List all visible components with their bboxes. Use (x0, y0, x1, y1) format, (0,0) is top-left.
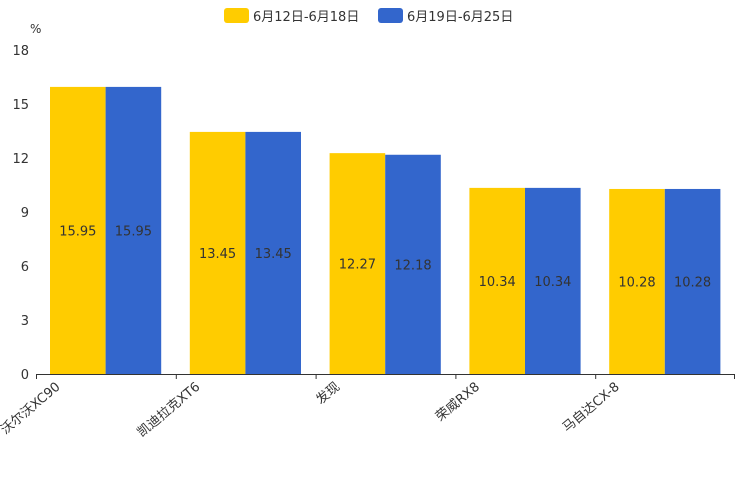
x-tick-label: 马自达CX-8 (560, 380, 623, 436)
bar (469, 187, 525, 374)
data-label: 15.95 (59, 224, 96, 239)
y-tick-label: 3 (21, 314, 29, 329)
legend-label: 6月19日-6月25日 (407, 10, 513, 25)
data-label: 12.27 (339, 258, 376, 273)
bar (245, 131, 301, 374)
data-label: 10.34 (534, 275, 571, 290)
y-tick-label: 18 (12, 44, 29, 59)
data-label: 10.28 (618, 275, 655, 290)
legend: 6月12日-6月18日 6月19日-6月25日 (224, 8, 513, 25)
legend-label: 6月12日-6月18日 (253, 10, 359, 25)
data-label: 13.45 (199, 247, 236, 262)
bar (664, 188, 721, 374)
bar (50, 86, 106, 375)
bar (385, 154, 441, 374)
data-label: 12.18 (394, 258, 431, 273)
data-label: 15.95 (115, 224, 152, 239)
bar (609, 188, 665, 374)
bar (189, 131, 246, 374)
data-label: 10.28 (674, 275, 711, 290)
x-tick-label: 沃尔沃XC90 (0, 380, 63, 438)
bar (525, 187, 581, 374)
legend-swatch (378, 8, 403, 23)
y-axis: 0 3 6 9 12 15 18 (12, 44, 29, 383)
y-tick-label: 6 (21, 260, 29, 275)
y-tick-label: 9 (21, 206, 29, 221)
data-label: 13.45 (255, 247, 292, 262)
bar (105, 86, 162, 375)
bar (329, 153, 386, 374)
x-axis: 沃尔沃XC90 凯迪拉克XT6 发现 荣威RX8 马自达CX-8 (0, 374, 735, 440)
x-tick-label: 发现 (313, 379, 343, 408)
y-tick-label: 0 (21, 368, 29, 383)
legend-swatch (224, 8, 249, 23)
bars: 15.95 15.95 13.45 13.45 12.27 12.18 10.34 10.34… (50, 86, 721, 375)
y-tick-label: 12 (12, 152, 29, 167)
data-label: 10.34 (479, 275, 516, 290)
y-tick-label: 15 (12, 98, 29, 113)
x-tick-label: 荣威RX8 (433, 380, 483, 425)
x-tick-label: 凯迪拉克XT6 (135, 380, 204, 441)
y-axis-label: % (30, 22, 41, 36)
